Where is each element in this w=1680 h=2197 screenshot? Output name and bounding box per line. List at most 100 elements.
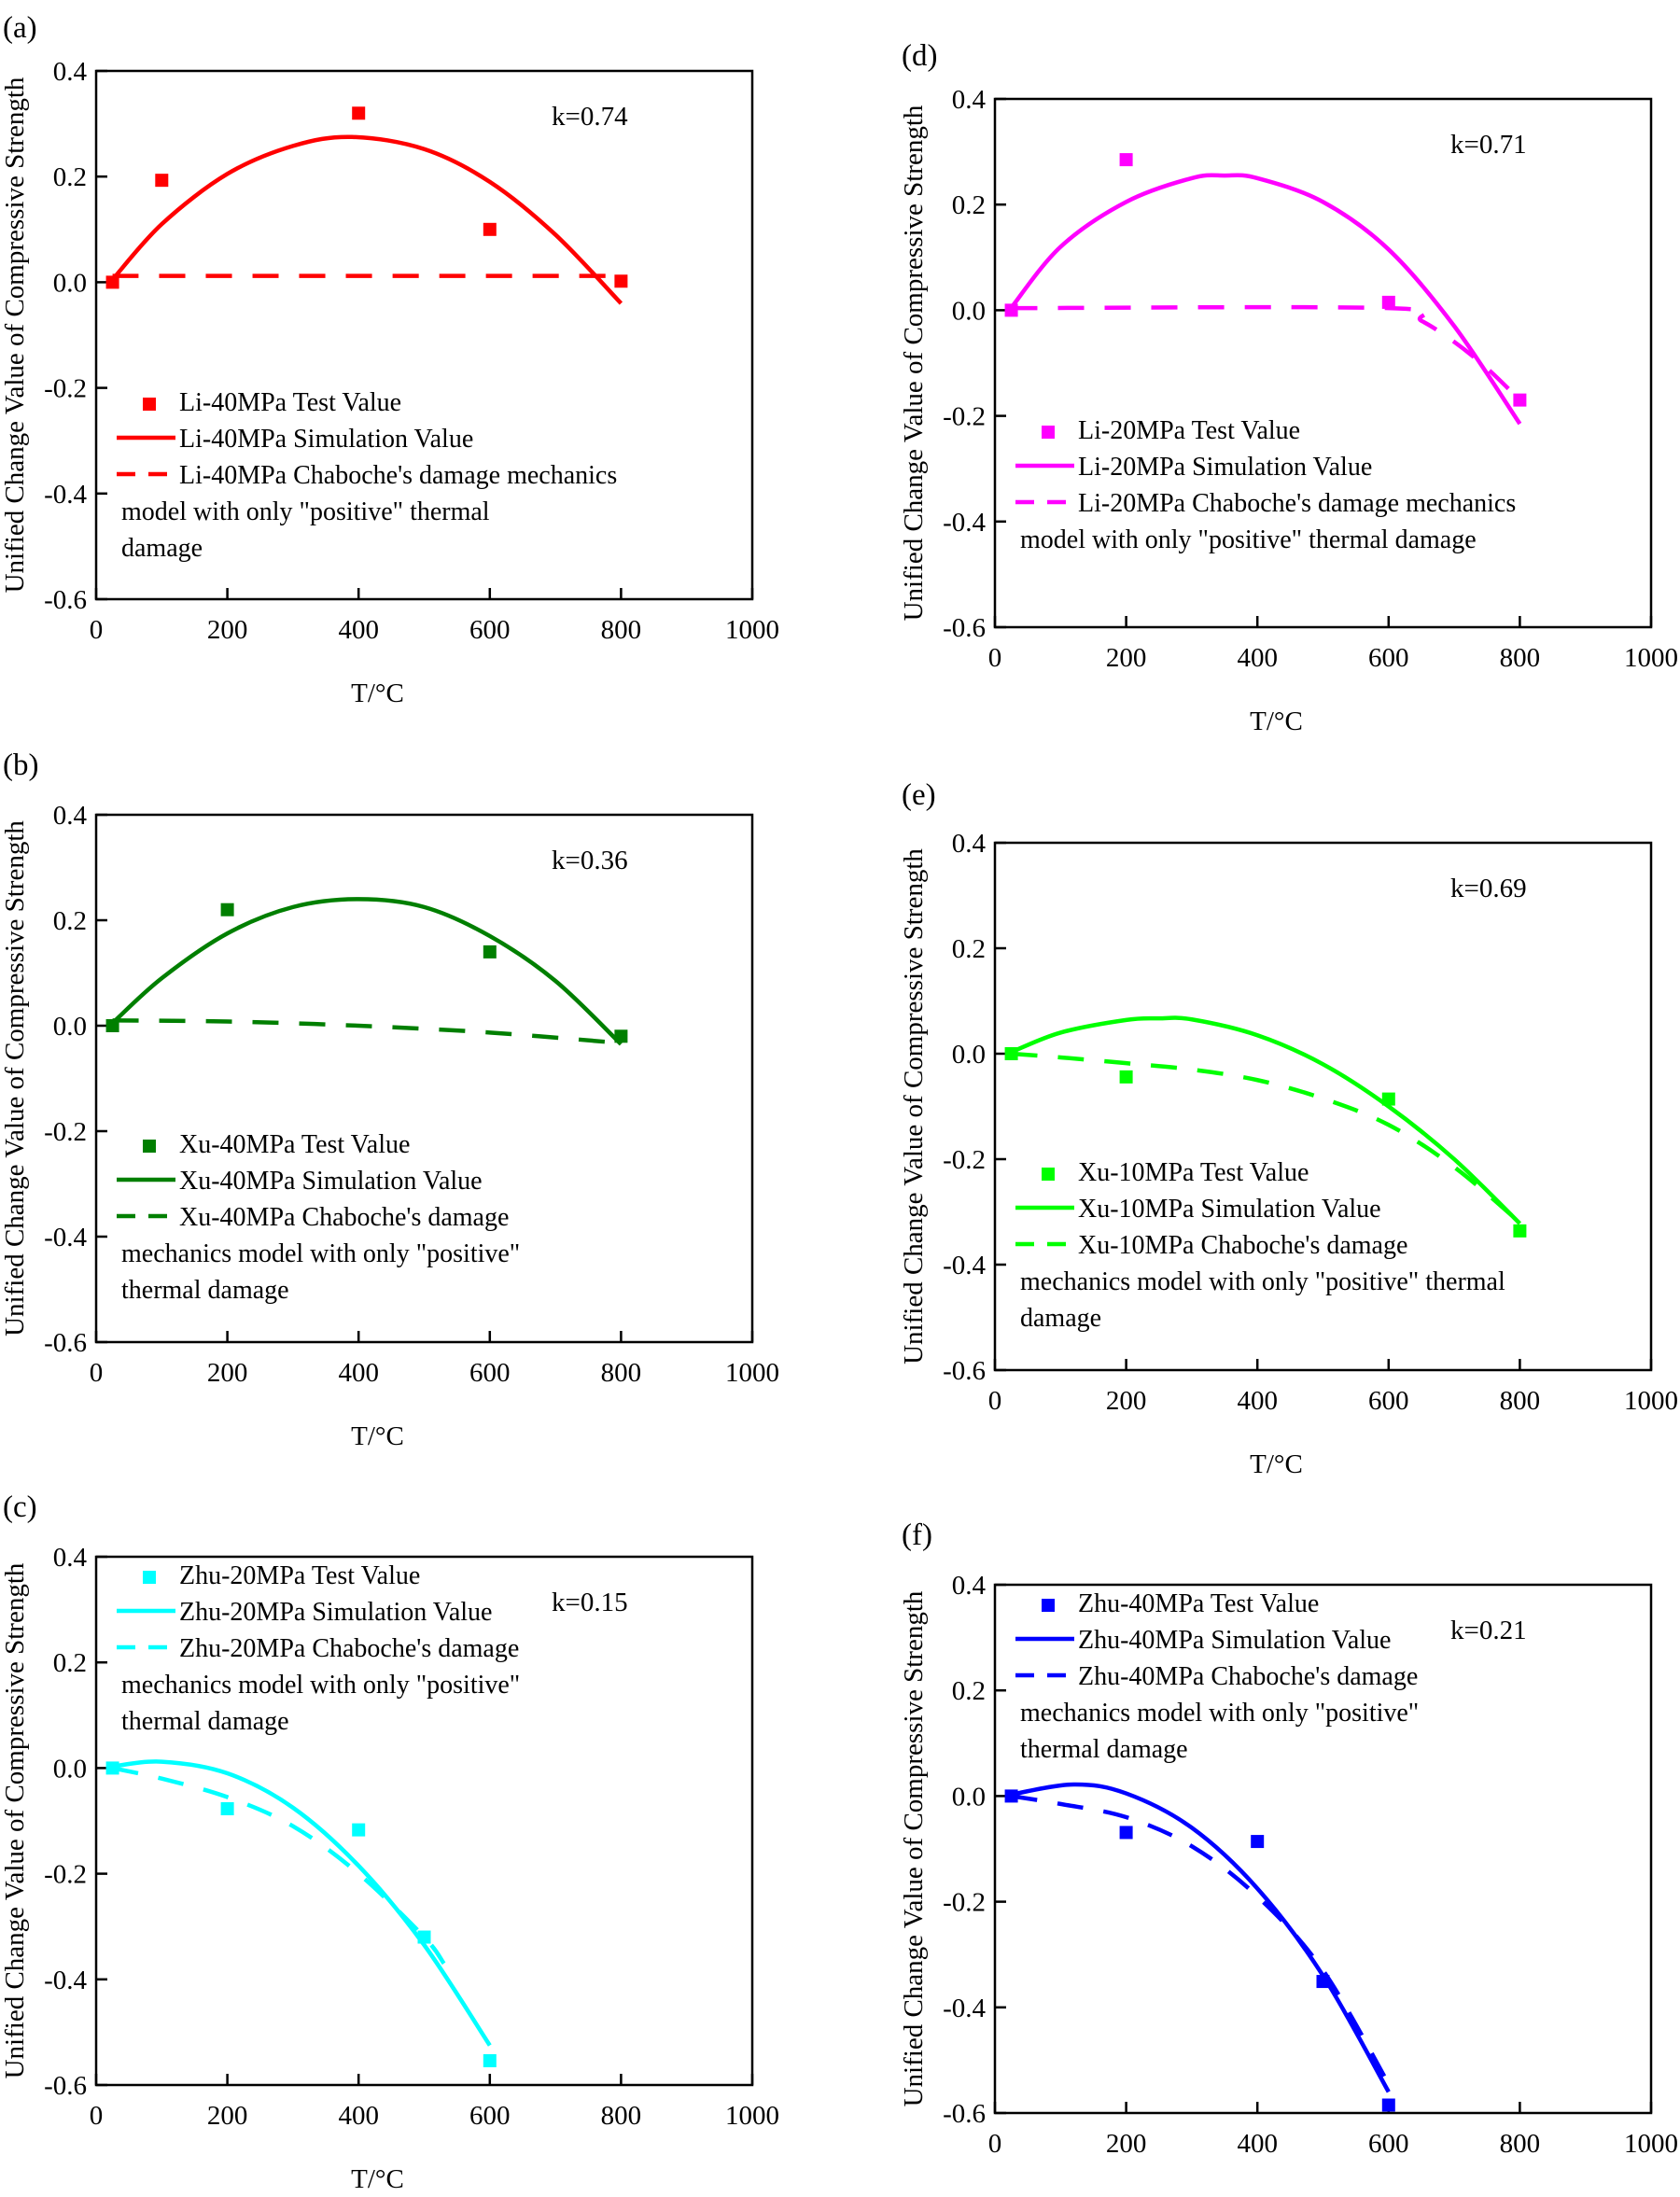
test-value-point xyxy=(483,2053,497,2067)
y-tick-label: -0.6 xyxy=(44,585,87,615)
y-tick-label: 0.0 xyxy=(53,1012,87,1042)
plot-frame xyxy=(993,841,1653,1372)
y-tick-label: -0.6 xyxy=(943,2099,986,2129)
y-tick-label: 0.4 xyxy=(53,57,88,87)
k-value-label: k=0.36 xyxy=(552,846,628,875)
test-value-point xyxy=(220,903,234,917)
panel-f: (f) 0 200 400 600 800 1000 -0.6 -0.4 -0.2 0.0 0.2 0.… xyxy=(899,1518,1678,2197)
y-tick-label: -0.6 xyxy=(44,2071,87,2101)
panel-a: (a) 0 200 400 600 800 1000 -0.6 -0.4 -0.2 0.0 0.2 0.… xyxy=(0,11,779,708)
chaboche-model-line xyxy=(112,1766,446,1966)
y-tick-label: 0.2 xyxy=(53,1648,87,1678)
legend: Li-40MPa Test Value Li-40MPa Simulation V… xyxy=(117,388,617,563)
x-tick-label: 800 xyxy=(1500,1386,1541,1416)
y-tick-label: 0.0 xyxy=(952,296,986,326)
x-tick-label: 200 xyxy=(207,2101,248,2131)
plot-frame xyxy=(94,69,754,601)
x-tick-label: 400 xyxy=(1237,643,1278,673)
test-value-point xyxy=(1119,1070,1133,1084)
x-tick-label: 600 xyxy=(469,615,511,645)
x-tick-label: 0 xyxy=(988,1386,1002,1416)
chaboche-model-line xyxy=(1011,304,1521,402)
test-value-point xyxy=(220,1801,234,1815)
x-tick-label: 1000 xyxy=(725,1358,779,1388)
x-tick-label: 800 xyxy=(1500,2129,1541,2159)
x-tick-label: 0 xyxy=(90,1358,104,1388)
legend: Xu-10MPa Test Value Xu-10MPa Simulation V… xyxy=(1015,1158,1505,1333)
x-tick-label: 800 xyxy=(601,615,642,645)
legend-entry: mechanics model with only "positive" xyxy=(121,1671,520,1700)
test-value-point xyxy=(1513,393,1527,407)
y-tick-label: -0.6 xyxy=(44,1328,87,1358)
legend-entry: Zhu-40MPa Chaboche's damage xyxy=(1078,1662,1418,1691)
y-tick-label: -0.2 xyxy=(44,374,87,404)
chaboche-model-line xyxy=(1011,1794,1391,2085)
y-tick-label: 0.4 xyxy=(952,85,987,115)
legend-entry: thermal damage xyxy=(1020,1735,1188,1764)
panel-e: (e) 0 200 400 600 800 1000 -0.6 -0.4 -0.2 0.0 0.2 0.… xyxy=(899,778,1678,1479)
y-tick-label: 0.2 xyxy=(952,1676,986,1706)
x-axis-title: T/°C xyxy=(1250,1449,1303,1479)
legend-entry: damage xyxy=(1020,1304,1101,1333)
panel-d: (d) 0 200 400 600 800 1000 -0.6 -0.4 -0.2 0.0 0.2 0.… xyxy=(899,39,1678,736)
test-value-point xyxy=(1381,295,1395,309)
x-tick-label: 400 xyxy=(338,615,379,645)
y-tick-label: 0.0 xyxy=(952,1040,986,1070)
x-tick-label: 600 xyxy=(1368,2129,1409,2159)
y-tick-label: -0.4 xyxy=(44,1966,87,1995)
x-tick-label: 1000 xyxy=(725,615,779,645)
test-value-point xyxy=(352,106,366,120)
y-tick-label: -0.2 xyxy=(943,1145,986,1175)
x-tick-label: 200 xyxy=(207,615,248,645)
x-tick-label: 800 xyxy=(1500,643,1541,673)
test-value-point xyxy=(1381,2098,1395,2112)
simulation-line xyxy=(1010,1015,1521,1225)
y-axis-title: Unified Change Value of Compressive Stre… xyxy=(0,820,30,1336)
panel-label: (d) xyxy=(902,39,937,73)
test-value-point xyxy=(614,274,628,288)
k-value-label: k=0.15 xyxy=(552,1588,628,1617)
panel-b: (b) 0 200 400 600 800 1000 -0.6 -0.4 -0.2 0.0 0.2 0.… xyxy=(0,749,779,1451)
x-tick-label: 600 xyxy=(469,2101,511,2131)
x-tick-label: 0 xyxy=(90,615,104,645)
legend-entry: Xu-40MPa Chaboche's damage xyxy=(179,1203,509,1232)
plot-frame xyxy=(94,1555,754,2087)
simulation-line xyxy=(111,897,623,1046)
panel-label: (b) xyxy=(3,749,38,782)
legend-entry: Zhu-20MPa Simulation Value xyxy=(179,1598,492,1627)
x-tick-label: 600 xyxy=(469,1358,511,1388)
plot-frame xyxy=(993,97,1653,629)
x-axis-title: T/°C xyxy=(1250,707,1303,736)
x-tick-label: 400 xyxy=(338,1358,379,1388)
x-tick-label: 1000 xyxy=(1624,2129,1678,2159)
x-axis-title: T/°C xyxy=(1250,2192,1303,2197)
legend-point-symbol xyxy=(1042,426,1055,439)
x-tick-label: 1000 xyxy=(1624,1386,1678,1416)
legend-point-symbol xyxy=(1042,1168,1055,1181)
x-axis-title: T/°C xyxy=(351,2164,404,2194)
simulation-line xyxy=(1011,1782,1391,2093)
legend-entry: mechanics model with only "positive" the… xyxy=(1020,1267,1505,1296)
legend-entry: Zhu-20MPa Test Value xyxy=(179,1561,420,1590)
legend-point-symbol xyxy=(143,1140,156,1153)
x-tick-label: 0 xyxy=(988,643,1002,673)
k-value-label: k=0.74 xyxy=(552,102,628,132)
y-tick-label: -0.4 xyxy=(943,1251,986,1280)
y-axis-title: Unified Change Value of Compressive Stre… xyxy=(899,848,929,1364)
y-tick-label: -0.2 xyxy=(943,1888,986,1918)
y-tick-label: 0.0 xyxy=(53,1754,87,1784)
test-value-point xyxy=(352,1823,366,1837)
legend-entry: Li-20MPa Test Value xyxy=(1078,416,1300,445)
legend-entry: Zhu-40MPa Simulation Value xyxy=(1078,1626,1391,1655)
test-value-point xyxy=(1251,1835,1265,1849)
y-axis-title: Unified Change Value of Compressive Stre… xyxy=(0,1562,30,2078)
x-tick-label: 600 xyxy=(1368,643,1409,673)
legend-entry: Li-40MPa Simulation Value xyxy=(179,425,473,454)
chaboche-model-line xyxy=(112,1018,622,1045)
legend-entry: Li-40MPa Chaboche's damage mechanics xyxy=(179,461,617,490)
test-value-point xyxy=(1513,1224,1527,1238)
test-value-point xyxy=(155,174,169,188)
legend-entry: mechanics model with only "positive" xyxy=(121,1239,520,1268)
legend-entry: Li-20MPa Simulation Value xyxy=(1078,453,1372,482)
